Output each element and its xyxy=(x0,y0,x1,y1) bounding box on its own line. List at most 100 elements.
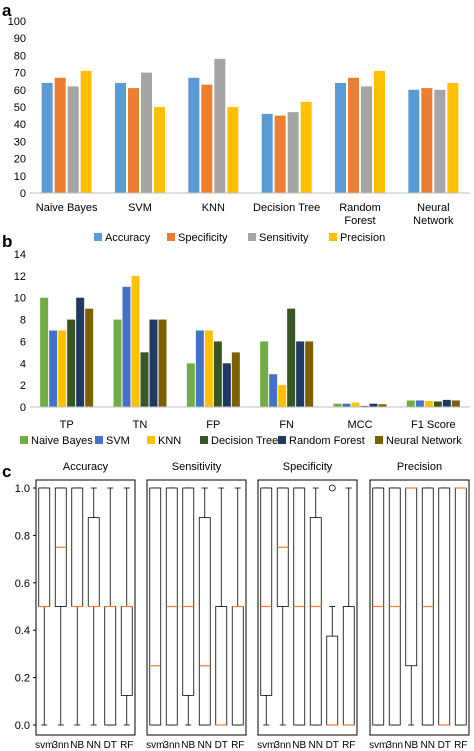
y-tick-label: 4 xyxy=(20,358,26,370)
box-iqr xyxy=(104,606,117,726)
box-iqr xyxy=(87,517,100,607)
y-tick-label: 14 xyxy=(14,249,26,261)
y-tick-label: 70 xyxy=(14,68,26,80)
legend-swatch-specificity xyxy=(167,233,175,241)
bar-specificity xyxy=(54,77,66,193)
x-category-label: RF xyxy=(231,740,244,751)
facet-frame xyxy=(257,479,358,736)
bar-decision_tree xyxy=(213,341,222,407)
box-outlier xyxy=(328,484,336,492)
bar-decision_tree xyxy=(140,352,149,407)
x-category-label: Random xyxy=(339,202,381,214)
bar-accuracy xyxy=(408,89,420,193)
y-tick-label: 100 xyxy=(8,16,26,28)
x-category-label: SVM xyxy=(128,202,152,214)
bar-decision_tree xyxy=(67,319,76,407)
legend-label: Sensitivity xyxy=(259,232,309,244)
y-tick-label: 2 xyxy=(20,380,26,392)
panel-a-bar-chart: 0 10 20 30 40 50 60 70 80 90 100 Naive Bayes SVM KNN D… xyxy=(8,16,470,244)
x-category-label: Forest xyxy=(344,215,375,227)
bar-accuracy xyxy=(335,82,346,193)
legend-label: Neural Network xyxy=(386,435,462,447)
bar-accuracy xyxy=(188,77,200,193)
x-category-label: NB xyxy=(181,740,195,751)
bar-naive_bayes xyxy=(186,363,195,407)
bar-svm xyxy=(415,400,424,407)
legend-label: Precision xyxy=(340,232,385,244)
box-iqr xyxy=(120,606,133,696)
x-category-label: Decision Tree xyxy=(253,202,320,214)
legend-swatch-accuracy xyxy=(94,233,102,241)
bar-specificity xyxy=(421,88,433,193)
bar-svm xyxy=(269,374,278,407)
y-tick-label: 50 xyxy=(14,102,26,114)
x-category-label: NN xyxy=(309,740,323,751)
facet-frame xyxy=(35,479,136,736)
y-tick-label: 90 xyxy=(14,33,26,45)
legend-label: Accuracy xyxy=(105,232,151,244)
bar-knn xyxy=(58,330,67,407)
bar-random_forest xyxy=(149,319,158,407)
x-category-label: TP xyxy=(60,419,74,431)
legend-label: Decision Tree xyxy=(211,435,278,447)
bar-random_forest xyxy=(296,341,305,407)
bar-naive_bayes xyxy=(260,341,269,407)
x-category-label: Neural xyxy=(417,202,449,214)
bar-precision xyxy=(227,107,239,193)
legend-label: Specificity xyxy=(178,232,228,244)
panel-label-c: c xyxy=(2,462,11,481)
box-iqr xyxy=(215,606,228,726)
facet-frame xyxy=(369,479,470,736)
bar-sensitivity xyxy=(287,112,299,193)
x-category-label: RF xyxy=(454,740,467,751)
y-tick-label: 0 xyxy=(20,188,26,200)
bar-random_forest xyxy=(76,297,85,407)
x-category-label: RF xyxy=(120,740,133,751)
facet-title: Sensitivity xyxy=(172,461,222,473)
bar-knn xyxy=(424,400,433,407)
legend-label: Random Forest xyxy=(289,435,365,447)
facet-title: Accuracy xyxy=(63,461,109,473)
x-category-label: DT xyxy=(438,740,451,751)
y-tick-label: 10 xyxy=(14,171,26,183)
box-iqr xyxy=(309,517,322,726)
y-tick-label: 0 xyxy=(20,402,26,414)
bar-naive_bayes xyxy=(40,297,49,407)
x-category-label: TN xyxy=(133,419,148,431)
y-tick-label: 20 xyxy=(14,154,26,166)
legend-swatch-decision_tree xyxy=(200,436,208,444)
legend-swatch-knn xyxy=(147,436,155,444)
y-tick-label: 80 xyxy=(14,50,26,62)
box-iqr xyxy=(71,487,84,607)
x-category-label: 3nn xyxy=(386,740,403,751)
box-iqr xyxy=(182,487,195,696)
x-category-label: NB xyxy=(70,740,84,751)
bar-specificity xyxy=(128,88,139,193)
facet-title: Precision xyxy=(397,461,442,473)
bar-knn xyxy=(278,385,287,407)
box-iqr xyxy=(260,487,273,696)
panel-label-b: b xyxy=(2,232,12,251)
x-category-label: DT xyxy=(104,740,117,751)
legend-label: KNN xyxy=(158,435,181,447)
box-iqr xyxy=(231,606,244,726)
y-tick-label: 60 xyxy=(14,85,26,97)
x-category-label: F1 Score xyxy=(411,419,456,431)
x-category-label: MCC xyxy=(347,419,372,431)
box-iqr xyxy=(149,487,162,726)
x-category-label: DT xyxy=(215,740,228,751)
bar-knn xyxy=(204,330,213,407)
y-tick-label: 12 xyxy=(14,271,26,283)
bar-neural_network xyxy=(85,308,94,407)
bar-naive_bayes xyxy=(113,319,122,407)
x-category-label: FP xyxy=(206,419,220,431)
legend-label: SVM xyxy=(106,435,130,447)
y-tick-label: 1.0 xyxy=(15,483,30,495)
bar-neural_network xyxy=(231,352,240,407)
bar-precision xyxy=(447,82,459,193)
bar-accuracy xyxy=(41,82,53,193)
y-tick-label: 10 xyxy=(14,293,26,305)
legend-swatch-precision xyxy=(329,233,337,241)
y-tick-label: 0.2 xyxy=(15,673,30,685)
